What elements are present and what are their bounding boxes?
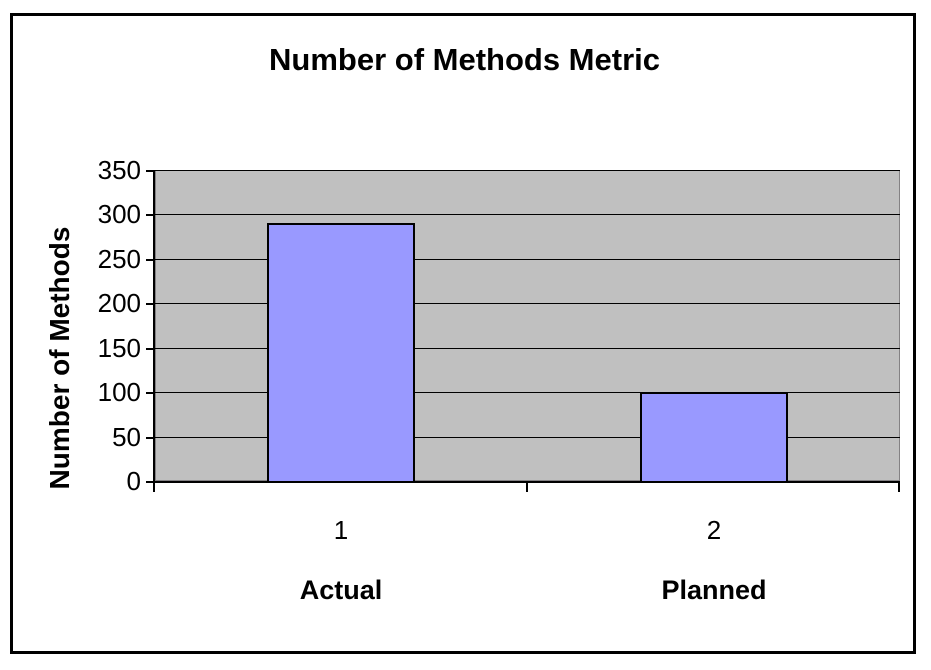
x-tick-label-1: 1 xyxy=(333,515,349,545)
y-tick-350 xyxy=(146,170,155,172)
gridline-300 xyxy=(155,214,900,215)
y-tick-50 xyxy=(146,437,155,439)
gridline-350 xyxy=(155,170,900,171)
y-tick-label-150: 150 xyxy=(97,333,141,363)
y-axis-line xyxy=(153,170,155,481)
chart-title: Number of Methods Metric xyxy=(269,42,660,77)
y-tick-label-200: 200 xyxy=(97,288,141,318)
x-tick-label-2: 2 xyxy=(706,515,722,545)
gridline-150 xyxy=(155,348,900,349)
gridline-50 xyxy=(155,437,900,438)
y-tick-250 xyxy=(146,259,155,261)
category-group-label-planned: Planned xyxy=(661,575,767,605)
y-tick-150 xyxy=(146,348,155,350)
bar-actual xyxy=(267,223,415,483)
y-tick-label-0: 0 xyxy=(126,466,141,496)
y-tick-label-300: 300 xyxy=(97,199,141,229)
gridline-250 xyxy=(155,259,900,260)
y-tick-label-250: 250 xyxy=(97,244,141,274)
y-tick-label-100: 100 xyxy=(97,377,141,407)
bar-planned xyxy=(640,392,788,483)
y-tick-100 xyxy=(146,392,155,394)
x-tick-2 xyxy=(898,481,900,492)
gridline-200 xyxy=(155,303,900,304)
y-tick-200 xyxy=(146,303,155,305)
y-tick-300 xyxy=(146,214,155,216)
y-tick-0 xyxy=(146,481,155,483)
x-tick-0 xyxy=(153,481,155,492)
x-tick-1 xyxy=(526,481,528,492)
category-group-label-actual: Actual xyxy=(299,575,383,605)
y-tick-label-50: 50 xyxy=(112,422,141,452)
y-tick-label-350: 350 xyxy=(97,155,141,185)
gridline-100 xyxy=(155,392,900,393)
